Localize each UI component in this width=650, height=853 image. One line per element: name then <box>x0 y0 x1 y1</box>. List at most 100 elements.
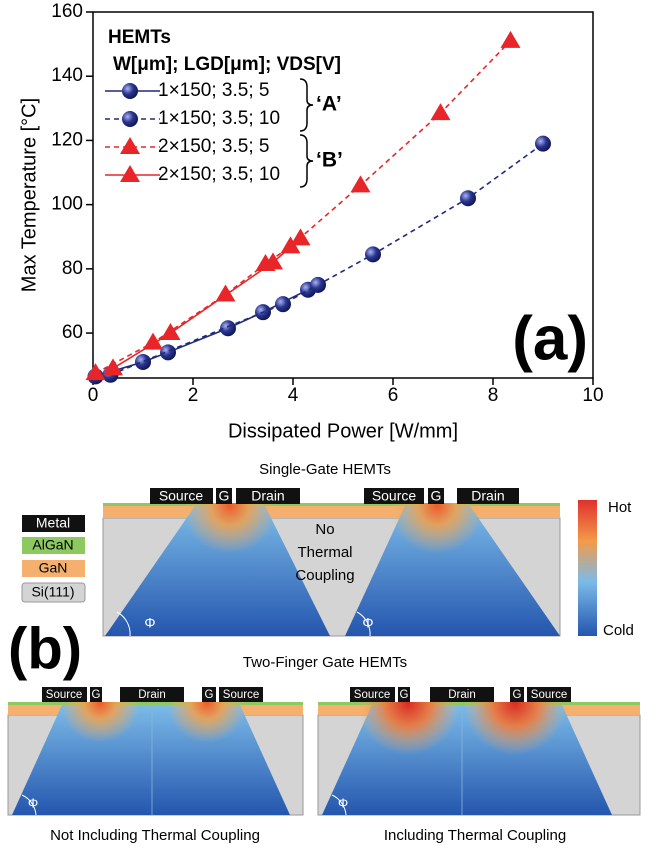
marker <box>220 320 236 337</box>
x-tick-label: 6 <box>388 385 399 406</box>
electrode-label: G <box>431 488 442 504</box>
series-line <box>110 142 544 376</box>
legend-label: 2×150; 3.5; 10 <box>158 164 280 185</box>
electrode <box>430 687 494 702</box>
x-axis-title: Dissipated Power [W/mm] <box>228 420 458 442</box>
y-tick-label: 160 <box>51 1 83 22</box>
electrode-label: Source <box>159 488 204 504</box>
y-tick-label: 100 <box>51 194 83 215</box>
marker <box>535 135 551 152</box>
panel-label: (a) <box>512 304 588 373</box>
electrode <box>219 687 263 702</box>
layer-swatch <box>22 560 85 577</box>
hotspots <box>60 702 247 743</box>
plot-frame <box>92 11 594 379</box>
group-label: ‘B’ <box>316 149 343 172</box>
algan-layer <box>103 503 560 506</box>
electrode-label: Source <box>46 689 82 701</box>
electrode-label: G <box>400 689 409 701</box>
marker <box>215 284 236 302</box>
angle-label: Φ <box>338 795 348 810</box>
electrode <box>428 488 444 504</box>
marker <box>290 228 311 246</box>
layer-swatch <box>22 515 85 532</box>
marker <box>160 344 176 361</box>
caption: Including Thermal Coupling <box>384 827 566 844</box>
layer-label: Metal <box>36 515 70 531</box>
hotspot <box>463 702 567 755</box>
panel-title: Two-Finger Gate HEMTs <box>243 654 407 671</box>
electrode <box>457 488 519 504</box>
electrode-label: G <box>205 689 214 701</box>
electrode-label: Drain <box>138 689 165 701</box>
hotspot <box>389 503 485 554</box>
y-tick-label: 60 <box>62 322 83 343</box>
series-line <box>95 40 512 374</box>
electrode-label: Source <box>223 689 259 701</box>
group-label: ‘A’ <box>316 93 342 116</box>
x-tick-label: 0 <box>88 385 99 406</box>
angle-label: Φ <box>28 795 38 810</box>
colorbar <box>578 500 597 636</box>
hotspots <box>182 503 485 554</box>
angle-label: Φ <box>362 615 373 631</box>
marker <box>350 175 371 193</box>
heat-spread <box>345 506 560 636</box>
gan-layer <box>103 506 560 518</box>
electrode <box>350 687 395 702</box>
y-tick-label: 140 <box>51 65 83 86</box>
hotspot <box>167 702 247 743</box>
electrode-label: G <box>92 689 101 701</box>
y-tick-label: 80 <box>62 258 83 279</box>
hotspots <box>356 702 567 755</box>
legend-marker <box>122 111 138 127</box>
angle-arc <box>356 611 371 637</box>
angle-arc <box>21 794 37 816</box>
hotspot <box>182 503 278 554</box>
angle-arc <box>331 794 347 816</box>
legend-marker <box>120 165 140 182</box>
marker <box>263 252 283 270</box>
note: No <box>315 521 334 538</box>
electrode <box>236 488 300 504</box>
caption: Not Including Thermal Coupling <box>50 827 260 844</box>
marker <box>500 30 521 48</box>
colorbar-label: Cold <box>603 622 634 639</box>
electrode <box>42 687 87 702</box>
legend-subtitle: W[μm]; LGD[μm]; VDS[V] <box>113 54 341 75</box>
layer-swatch <box>22 537 85 554</box>
note: Coupling <box>295 567 354 584</box>
legend-marker <box>122 83 138 99</box>
chart: Dissipated Power [W/mm] Max Temperature … <box>18 1 603 442</box>
legend-label: 1×150; 3.5; 5 <box>158 80 269 101</box>
marker <box>430 103 451 121</box>
x-tick-label: 8 <box>488 385 499 406</box>
electrode <box>216 488 232 504</box>
panel-title: Single-Gate HEMTs <box>259 461 391 478</box>
electrode <box>120 687 184 702</box>
legend-title: HEMTs <box>108 27 171 48</box>
electrode-label: Source <box>531 689 567 701</box>
layer-label: GaN <box>39 560 68 576</box>
electrode-label: Drain <box>471 488 504 504</box>
electrode <box>364 488 424 504</box>
series-line <box>112 237 302 370</box>
marker <box>85 363 106 381</box>
electrode <box>510 687 524 702</box>
y-tick-label: 120 <box>51 129 83 150</box>
hotspot <box>356 702 460 755</box>
colorbar-label: Hot <box>608 499 632 516</box>
marker <box>365 246 381 263</box>
marker <box>280 236 301 254</box>
electrode <box>527 687 571 702</box>
x-tick-label: 10 <box>582 385 603 406</box>
electrode-label: G <box>513 689 522 701</box>
electrode-label: Source <box>354 689 390 701</box>
marker <box>135 353 151 370</box>
angle-arc <box>116 611 131 637</box>
y-axis-title: Max Temperature [°C] <box>18 98 40 292</box>
electrode <box>398 687 410 702</box>
layer-label: AlGaN <box>32 537 73 553</box>
heat-spread <box>105 506 330 636</box>
